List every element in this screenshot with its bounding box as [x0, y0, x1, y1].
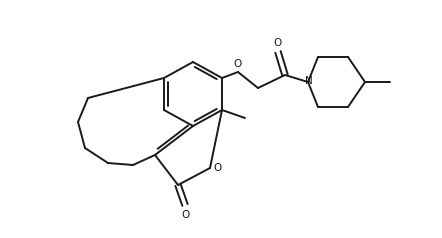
Text: N: N [305, 76, 313, 86]
Text: O: O [181, 210, 189, 220]
Text: O: O [274, 38, 282, 48]
Text: O: O [234, 59, 242, 69]
Text: O: O [214, 163, 222, 173]
